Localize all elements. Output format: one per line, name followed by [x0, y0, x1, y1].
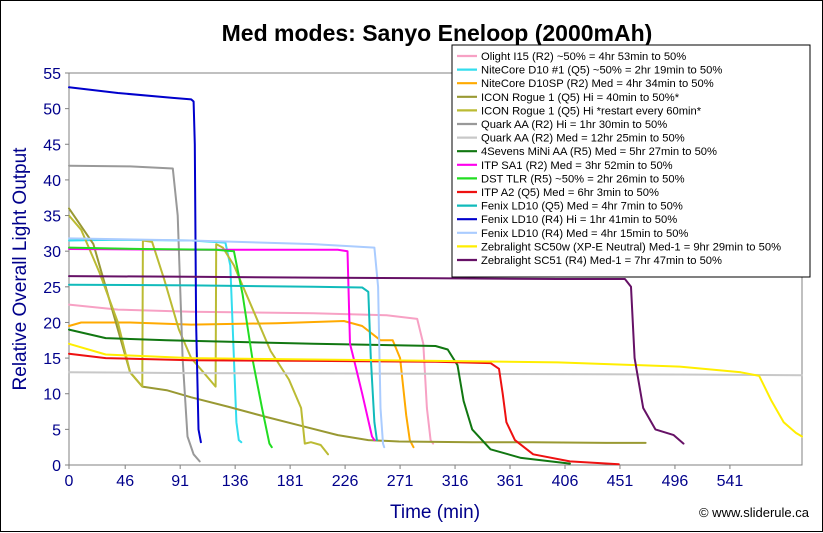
legend-label: Fenix LD10 (R4) Hi = 1hr 41min to 50% — [481, 214, 677, 226]
x-tick-label: 0 — [65, 473, 74, 490]
y-tick-label: 20 — [43, 315, 61, 332]
series-line-13 — [68, 86, 202, 444]
series-line-1 — [68, 303, 435, 445]
x-tick-label: 496 — [662, 473, 689, 490]
x-tick-label: 541 — [717, 473, 744, 490]
series-line-15 — [68, 342, 803, 438]
legend-label: Fenix LD10 (R4) Med = 4hr 15min to 50% — [481, 228, 688, 240]
series-line-14 — [68, 237, 386, 449]
y-tick-label: 15 — [43, 351, 61, 368]
x-tick-label: 181 — [277, 473, 304, 490]
legend-label: ICON Rogue 1 (Q5) Hi *restart every 60mi… — [481, 105, 702, 117]
series-line-16 — [68, 275, 685, 445]
legend: Olight I15 (R2) ~50% = 4hr 53min to 50% N… — [451, 44, 811, 278]
legend-label: NiteCore D10 #1 (Q5) ~50% = 2hr 19min to… — [481, 65, 722, 77]
legend-label: DST TLR (R5) ~50% = 2hr 26min to 50% — [481, 173, 685, 185]
y-tick-label: 5 — [52, 422, 61, 439]
series-line-9 — [68, 248, 376, 442]
x-tick-label: 226 — [332, 473, 359, 490]
legend-label: NiteCore D10SP (R2) Med = 4hr 34min to 5… — [481, 78, 714, 90]
credit-text: © www.sliderule.ca — [699, 505, 810, 520]
y-tick-label: 55 — [43, 66, 61, 83]
x-tick-label: 271 — [387, 473, 414, 490]
series-line-10 — [68, 246, 273, 449]
y-tick-label: 10 — [43, 387, 61, 404]
y-tick-label: 50 — [43, 102, 61, 119]
x-axis-label: Time (min) — [390, 502, 480, 523]
legend-label: ITP A2 (Q5) Med = 6hr 3min to 50% — [481, 187, 659, 199]
x-tick-label: 46 — [116, 473, 134, 490]
series-line-5 — [68, 214, 329, 456]
legend-label: 4Sevens MiNi AA (R5) Med = 5hr 27min to … — [481, 146, 717, 158]
series-line-12 — [68, 283, 378, 442]
legend-label: Zebralight SC50w (XP-E Neutral) Med-1 = … — [481, 241, 781, 253]
legend-label: Zebralight SC51 (R4) Med-1 = 7hr 47min t… — [481, 255, 722, 267]
x-tick-label: 451 — [607, 473, 634, 490]
y-axis-label: Relative Overall Light Output — [10, 147, 31, 391]
legend-label: ICON Rogue 1 (Q5) Hi = 40min to 50%* — [481, 92, 680, 104]
y-tick-label: 30 — [43, 244, 61, 261]
legend-label: Olight I15 (R2) ~50% = 4hr 53min to 50% — [481, 51, 686, 63]
y-tick-label: 45 — [43, 137, 61, 154]
y-tick-label: 25 — [43, 280, 61, 297]
x-axis-ticks: 0 46 91 136 181 226 271 316 361 406 451 496 541 — [65, 465, 744, 490]
y-tick-label: 0 — [52, 458, 61, 475]
x-tick-label: 361 — [497, 473, 524, 490]
y-tick-label: 35 — [43, 209, 61, 226]
x-tick-label: 316 — [442, 473, 469, 490]
series-layer — [68, 86, 803, 466]
legend-label: Fenix LD10 (Q5) Med = 4hr 7min to 50% — [481, 201, 683, 213]
series-line-6 — [68, 164, 201, 463]
legend-label: Quark AA (R2) Med = 12hr 25min to 50% — [481, 133, 685, 145]
series-line-8 — [68, 328, 571, 465]
series-line-11 — [68, 352, 620, 466]
series-line-7 — [68, 371, 803, 377]
y-axis-ticks: 0 5 10 15 20 25 30 35 40 45 50 55 — [43, 66, 69, 475]
chart-title: Med modes: Sanyo Eneloop (2000mAh) — [222, 20, 653, 46]
legend-label: Quark AA (R2) Hi = 1hr 30min to 50% — [481, 119, 667, 131]
x-tick-label: 406 — [552, 473, 579, 490]
legend-label: ITP SA1 (R2) Med = 3hr 52min to 50% — [481, 160, 673, 172]
series-line-3 — [68, 320, 415, 449]
x-tick-label: 91 — [171, 473, 189, 490]
y-tick-label: 40 — [43, 173, 61, 190]
legend-box — [451, 44, 811, 278]
x-tick-label: 136 — [222, 473, 249, 490]
